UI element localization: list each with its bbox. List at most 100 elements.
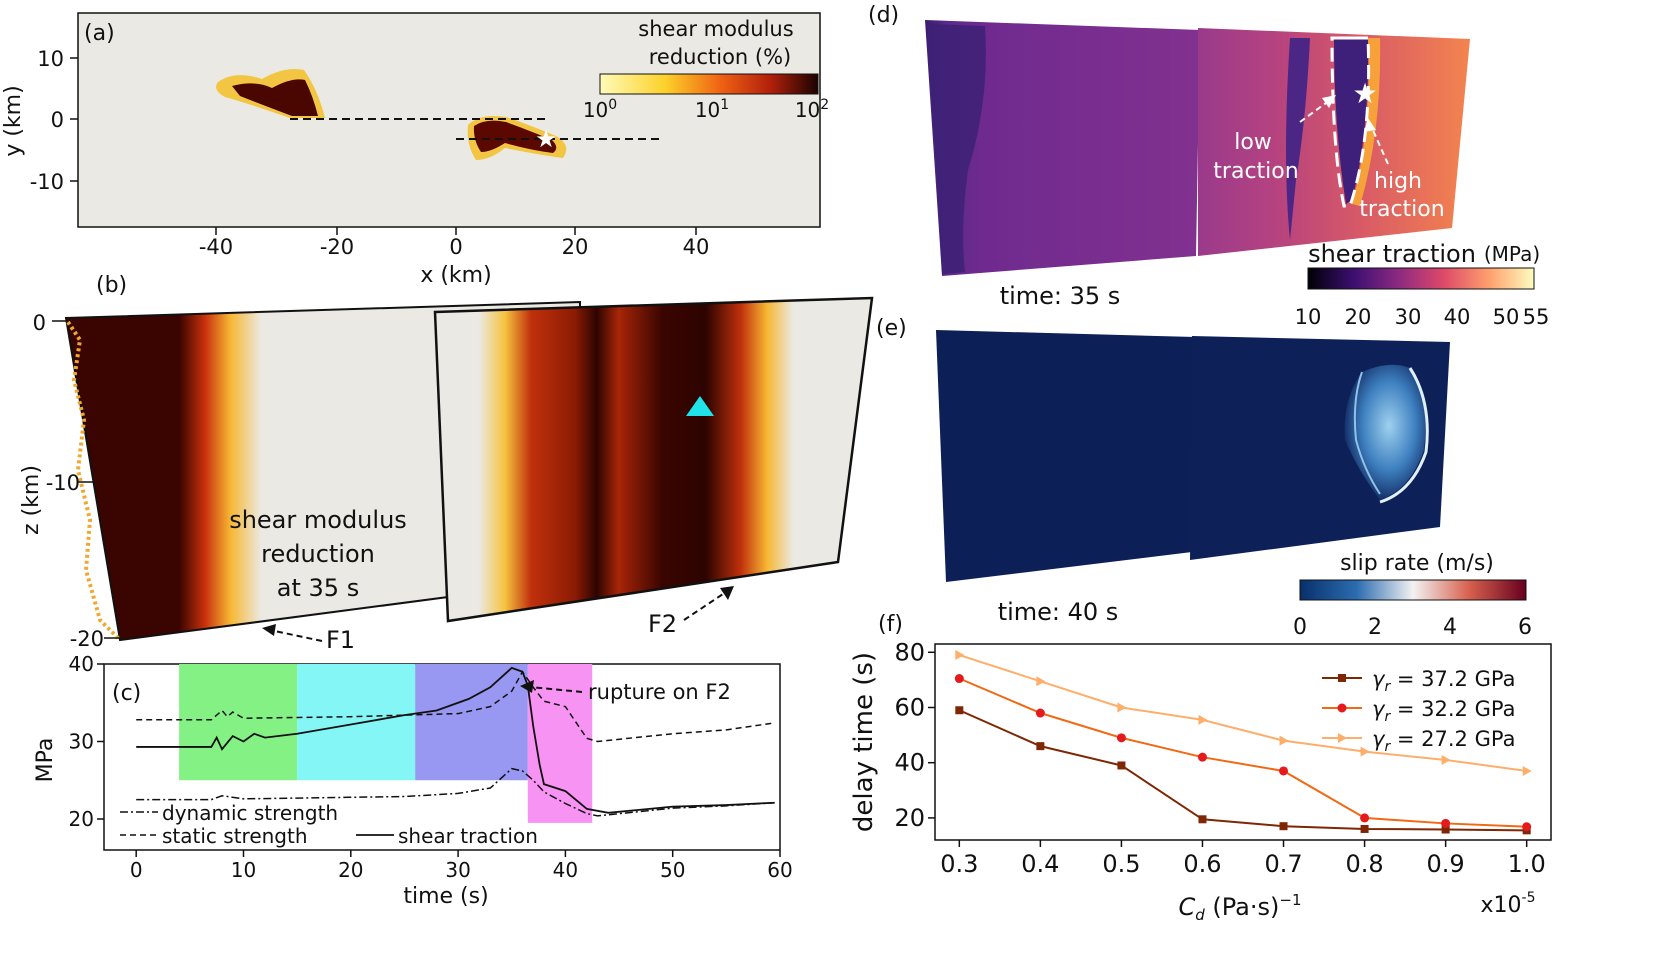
- panel-d-high-traction-rim: [1352, 38, 1381, 206]
- data-point: [1522, 765, 1532, 776]
- panel-f-series: [954, 650, 1532, 835]
- panel-c-y-axis-title: MPa: [33, 738, 58, 783]
- panel-d-colorbar-tick: 40: [1444, 305, 1471, 329]
- data-point: [1337, 703, 1347, 713]
- legend-label: γr = 37.2 GPa: [1372, 667, 1515, 695]
- panel-a-x-axis: -40 -20 0 20 40 x (km): [199, 227, 709, 288]
- panel-b-station-triangle: [686, 396, 714, 416]
- x-tick-label: 0: [130, 858, 143, 882]
- x-tick-label: 50: [660, 858, 685, 882]
- panel-d-fault-f1-surface: [925, 20, 1200, 276]
- data-point: [1279, 735, 1289, 746]
- panel-c-rupture-annotation: rupture on F2: [588, 680, 731, 704]
- panel-a-xtick-label: 0: [449, 235, 462, 259]
- data-point: [1360, 824, 1369, 833]
- series-line: [958, 709, 1527, 832]
- panel-e-colorbar-bar: [1299, 579, 1527, 601]
- series-dynamic-strength: [136, 767, 775, 817]
- panel-f-x-multiplier: x10-5: [1481, 890, 1536, 918]
- data-point: [1338, 733, 1347, 743]
- panel-a-colorbar-tick: 102: [795, 97, 829, 122]
- panel-a-ytick-label: 10: [37, 47, 64, 71]
- series-static-strength: [136, 670, 775, 743]
- panel-c-axes: 0 10 20 30 40 50 60 20 30 40: [69, 652, 793, 882]
- x-tick-label: 0.7: [1264, 850, 1302, 878]
- x-tick-label: 30: [445, 858, 470, 882]
- data-point: [1198, 815, 1207, 824]
- panel-e: (e) time: 40 s slip rate (m/s) 0 2 4 6: [876, 316, 1532, 640]
- x-tick-label: 0.6: [1183, 850, 1221, 878]
- panel-d-colorbar: shear traction (MPa) 10 20 30 40 50 55: [1295, 240, 1550, 329]
- panel-d-low-traction-region: [1286, 38, 1310, 240]
- panel-d-low-traction-core: [1334, 38, 1369, 204]
- panel-b-f1-pointer: F1: [262, 624, 355, 654]
- panel-a-y-axis: 10 0 -10 y (km): [1, 47, 78, 194]
- panel-a-xtick-label: -40: [199, 235, 233, 259]
- x-tick-label: 20: [338, 858, 363, 882]
- panel-d-f1-edge-band: [928, 24, 986, 274]
- panel-a-colorbar-tick: 100: [583, 97, 617, 122]
- x-tick-label: 1.0: [1508, 850, 1546, 878]
- data-point: [1360, 746, 1370, 757]
- data-point: [1360, 813, 1370, 823]
- data-point: [1441, 818, 1451, 828]
- panel-a-colorbar-title-line1: shear modulus: [638, 17, 793, 41]
- panel-e-colorbar: slip rate (m/s) 0 2 4 6: [1293, 551, 1532, 640]
- time-window-blue: [415, 664, 528, 781]
- panel-d-label: (d): [868, 3, 899, 28]
- panel-b-f2-pointer: F2: [648, 586, 734, 638]
- panel-d-low-traction-label-line1: low: [1234, 130, 1272, 155]
- panel-c: 0 10 20 30 40 50 60 20 30 40 (c) MPa time (s) rup…: [33, 652, 793, 909]
- series-gamma-0: [955, 706, 1531, 835]
- panel-d-hypocenter-star: ★: [1352, 77, 1377, 110]
- panel-b-annotation-line1: shear modulus: [229, 506, 407, 534]
- panel-d-rupture-outline: [1330, 36, 1371, 208]
- panel-d-colorbar-title: shear traction: [1308, 240, 1476, 268]
- panel-f-y-axis-title: delay time (s): [849, 652, 879, 832]
- y-tick-label: 40: [69, 652, 94, 676]
- panel-e-colorbar-tick: 0: [1293, 615, 1307, 640]
- panel-d-high-traction-pointer: high traction: [1359, 118, 1445, 222]
- legend-label-shear-traction: shear traction: [398, 824, 538, 848]
- x-tick-label: 40: [553, 858, 578, 882]
- panel-e-colorbar-tick: 6: [1518, 615, 1532, 640]
- panel-a-rupture-patch-west-core: [232, 79, 318, 116]
- panel-e-colorbar-tick: 2: [1368, 615, 1382, 640]
- panel-a-colorbar: shear modulus reduction (%) 100 101 102: [583, 17, 829, 122]
- series-shear-traction: [136, 666, 775, 814]
- legend-label-static-strength: static strength: [162, 824, 308, 848]
- data-point: [1279, 766, 1289, 776]
- x-tick-label: 0.9: [1427, 850, 1465, 878]
- panel-d-colorbar-tick: 55: [1523, 305, 1550, 329]
- series-line: [959, 654, 1527, 772]
- panel-b: (b) 0 -10 -20 z (km) shear modulus reduc…: [19, 273, 874, 654]
- panel-f-label: (f): [878, 612, 903, 637]
- legend-label-dynamic-strength: dynamic strength: [162, 801, 338, 825]
- panel-d-colorbar-unit: (MPa): [1484, 242, 1540, 266]
- time-window-cyan: [297, 664, 416, 781]
- panel-b-ztick-label: 0: [33, 311, 46, 335]
- data-point: [1035, 708, 1045, 718]
- panel-b-label: (b): [96, 273, 127, 298]
- panel-b-fault-f2-surface: [433, 296, 874, 623]
- x-tick-label: 0.4: [1021, 850, 1059, 878]
- time-window-green: [179, 664, 298, 781]
- panel-e-label: (e): [876, 316, 907, 341]
- y-tick-label: 80: [894, 638, 925, 666]
- panel-d-colorbar-tick: 20: [1345, 305, 1372, 329]
- x-tick-label: 60: [767, 858, 792, 882]
- panel-d-colorbar-tick: 50: [1493, 305, 1520, 329]
- panel-a-rupture-patch-east-core: [473, 120, 557, 153]
- panel-a-xtick-label: 20: [562, 235, 589, 259]
- panel-c-x-axis-title: time (s): [403, 884, 488, 909]
- panel-e-time-label: time: 40 s: [998, 598, 1119, 626]
- data-point: [1338, 674, 1346, 682]
- data-point: [954, 674, 964, 684]
- data-point: [1441, 825, 1450, 834]
- panel-e-colorbar-tick: 4: [1443, 615, 1457, 640]
- data-point: [955, 706, 964, 715]
- panel-e-colorbar-title: slip rate (m/s): [1340, 551, 1494, 576]
- panel-e-slip-front-edge: [1379, 367, 1429, 504]
- data-point: [1522, 822, 1532, 832]
